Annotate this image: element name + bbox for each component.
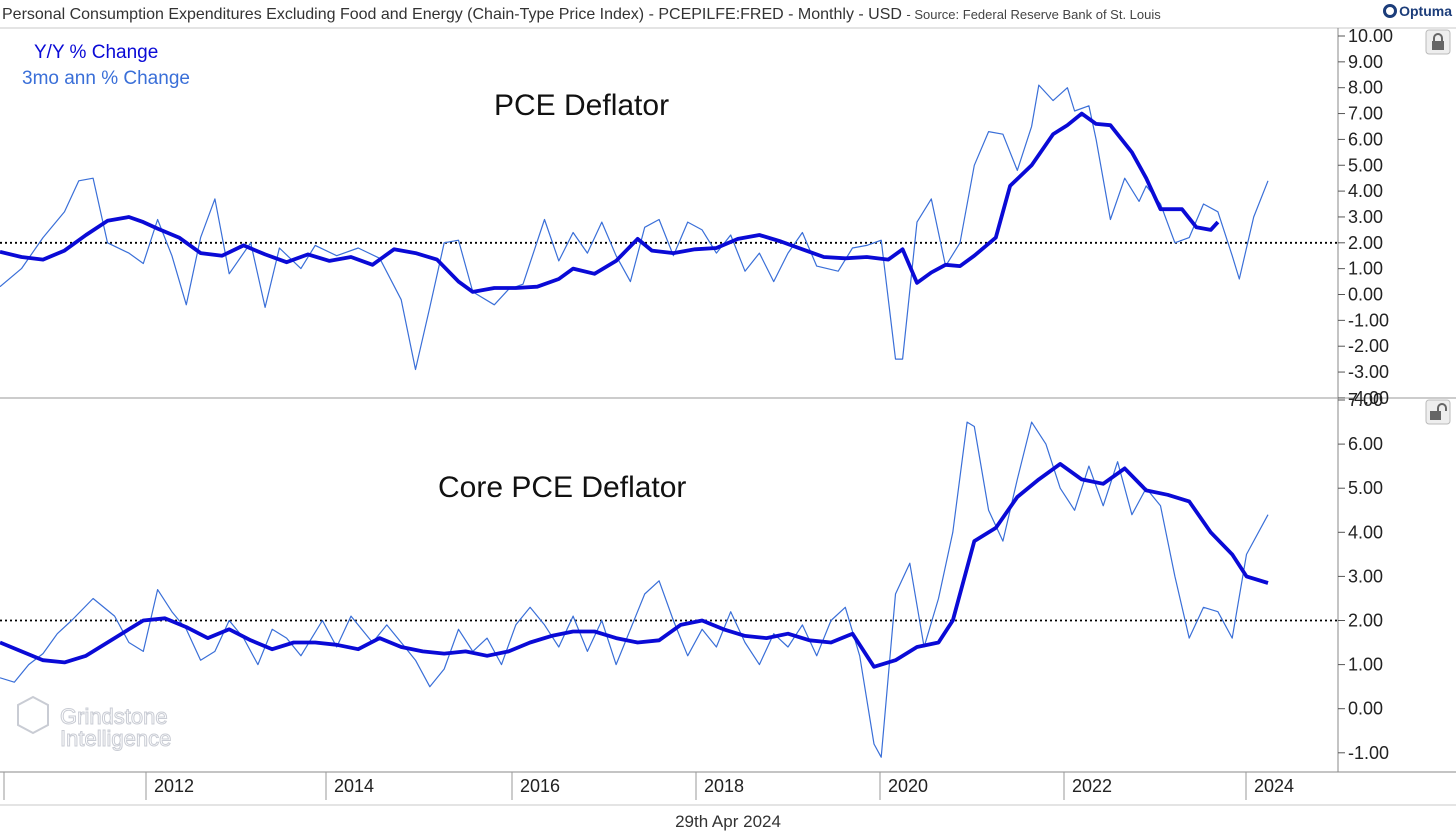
lock-icon[interactable] [1425, 29, 1451, 55]
x-tick-label: 2014 [334, 776, 374, 796]
date-stamp: 29th Apr 2024 [675, 812, 781, 831]
y-tick-label: -4.00 [1348, 388, 1389, 408]
y-tick-label: 8.00 [1348, 78, 1383, 98]
reference-lines [0, 241, 1338, 622]
optuma-logo-icon [1383, 4, 1398, 18]
y-tick-label: 0.00 [1348, 699, 1383, 719]
watermark-line2: Intelligence [60, 726, 171, 751]
x-tick-label: 2024 [1254, 776, 1294, 796]
y-tick-label: 1.00 [1348, 655, 1383, 675]
y-tick-label: 4.00 [1348, 522, 1383, 542]
x-tick-label: 2018 [704, 776, 744, 796]
y-tick-label: 6.00 [1348, 434, 1383, 454]
watermark-line1: Grindstone [60, 704, 168, 729]
x-grid [3, 772, 1247, 800]
y-tick-label: 9.00 [1348, 52, 1383, 72]
chart-header: Personal Consumption Expenditures Exclud… [0, 0, 1456, 30]
data-source: - Source: Federal Reserve Bank of St. Lo… [906, 7, 1161, 22]
series-line-3mo-ann [0, 84, 1269, 371]
y-tick-label: 10.00 [1348, 26, 1393, 46]
y-tick-label: 3.00 [1348, 566, 1383, 586]
grindstone-watermark: Grindstone Intelligence [17, 695, 172, 752]
y-tick-label: -3.00 [1348, 362, 1389, 382]
brand-name: Optuma [1399, 3, 1452, 19]
y-tick-label: 7.00 [1348, 390, 1383, 410]
y-tick-label: -1.00 [1348, 310, 1389, 330]
y-axis-bottom: 7.00 6.00 5.00 4.00 3.00 2.00 1.00 0.00 -1.00 [1338, 390, 1389, 763]
x-tick-label: 2022 [1072, 776, 1112, 796]
series-line-3mo-ann [0, 421, 1269, 758]
x-axis: 2012 2014 2016 2018 2020 2022 2024 [154, 776, 1294, 796]
grindstone-logo-icon [17, 695, 49, 735]
y-tick-label: 2.00 [1348, 611, 1383, 631]
unlock-icon[interactable] [1425, 399, 1451, 425]
chart-frame [0, 27, 1456, 806]
y-tick-label: -1.00 [1348, 743, 1389, 763]
y-axis-top: 10.00 9.00 8.00 7.00 6.00 5.00 4.00 3.00 2.00 1.0… [1338, 26, 1393, 408]
y-tick-label: -2.00 [1348, 336, 1389, 356]
y-tick-label: 0.00 [1348, 285, 1383, 305]
optuma-logo: Optuma [1383, 3, 1452, 19]
series-lines [0, 84, 1269, 758]
legend-3mo-ann: 3mo ann % Change [22, 68, 190, 89]
y-tick-label: 5.00 [1348, 478, 1383, 498]
x-tick-label: 2012 [154, 776, 194, 796]
series-description: Personal Consumption Expenditures Exclud… [2, 6, 902, 23]
panel-title-core-pce: Core PCE Deflator [438, 471, 686, 504]
y-tick-label: 1.00 [1348, 259, 1383, 279]
x-tick-label: 2016 [520, 776, 560, 796]
panel-title-pce: PCE Deflator [494, 89, 669, 122]
legend-yoy: Y/Y % Change [34, 42, 158, 63]
y-tick-label: 5.00 [1348, 155, 1383, 175]
series-line-yoy [0, 461, 1269, 669]
y-tick-label: 6.00 [1348, 129, 1383, 149]
chart-source-title: Personal Consumption Expenditures Exclud… [2, 6, 1161, 24]
y-tick-label: 7.00 [1348, 104, 1383, 124]
y-tick-label: 2.00 [1348, 233, 1383, 253]
x-tick-label: 2020 [888, 776, 928, 796]
legend: Y/Y % Change 3mo ann % Change [22, 42, 190, 89]
y-tick-label: 4.00 [1348, 181, 1383, 201]
series-line-yoy [0, 111, 1220, 294]
y-tick-label: 3.00 [1348, 207, 1383, 227]
